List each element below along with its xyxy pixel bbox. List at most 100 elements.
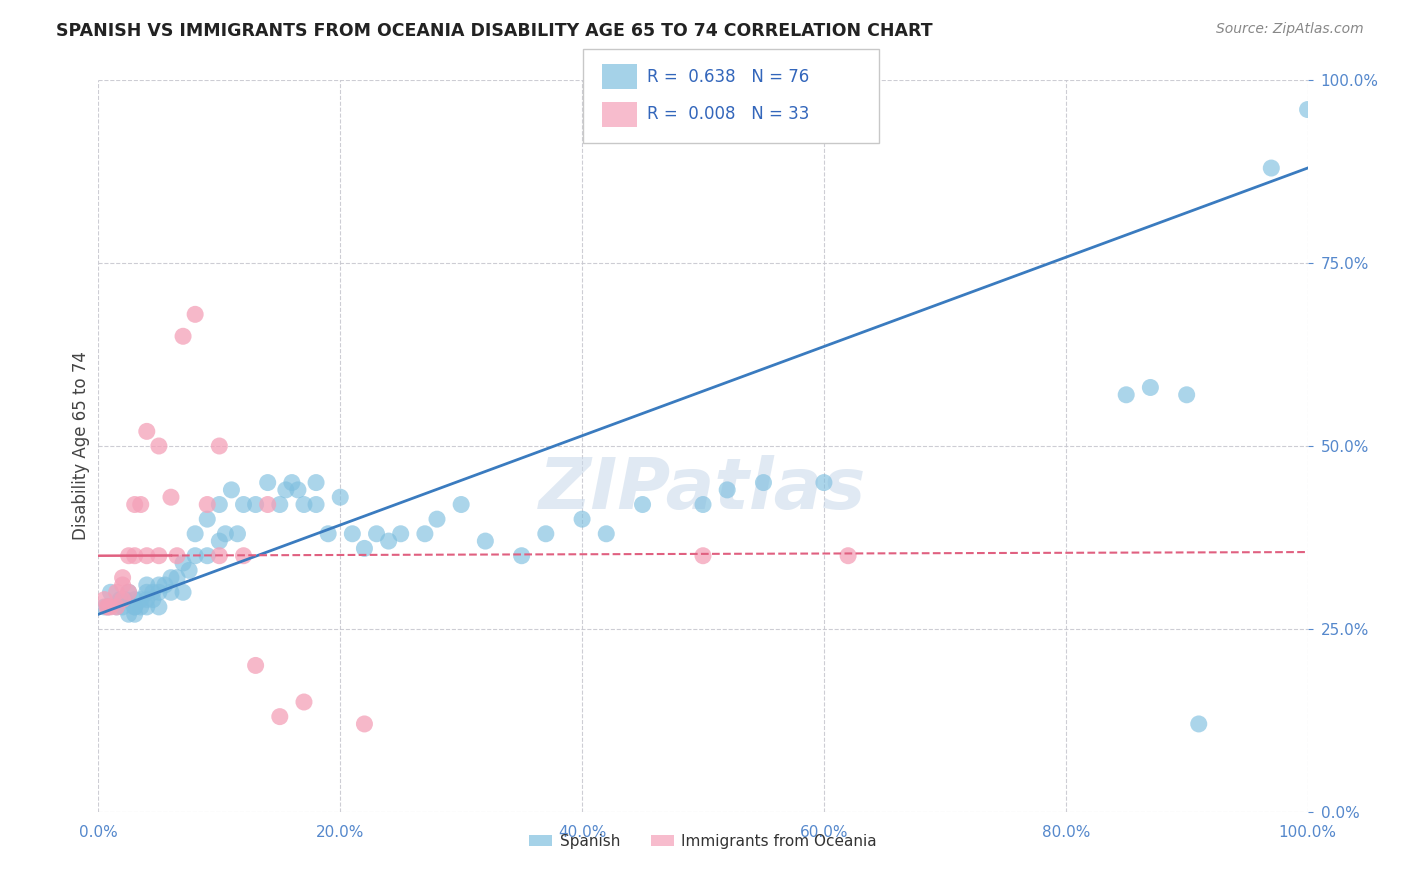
Point: [269, 498, 291, 512]
Point: [93, 592, 115, 607]
Point: [342, 526, 364, 541]
Point: [124, 592, 146, 607]
Point: [124, 549, 146, 563]
Legend: Spanish, Immigrants from Oceania: Spanish, Immigrants from Oceania: [523, 828, 883, 855]
Point: [166, 549, 188, 563]
Text: R =  0.008   N = 33: R = 0.008 N = 33: [647, 105, 808, 123]
Point: [129, 599, 152, 614]
Point: [105, 585, 128, 599]
Point: [195, 549, 218, 563]
Point: [1296, 103, 1319, 117]
Point: [93, 599, 115, 614]
Point: [148, 549, 170, 563]
Point: [221, 483, 243, 497]
Point: [118, 607, 141, 622]
Point: [118, 585, 141, 599]
Point: [208, 498, 231, 512]
Point: [692, 549, 714, 563]
Point: [1188, 717, 1211, 731]
Point: [256, 475, 278, 490]
Point: [184, 549, 207, 563]
Point: [837, 549, 859, 563]
Point: [269, 709, 291, 723]
Point: [111, 592, 134, 607]
Point: [366, 526, 388, 541]
Point: [377, 534, 399, 549]
Point: [148, 585, 170, 599]
Point: [752, 475, 775, 490]
Point: [208, 549, 231, 563]
Point: [245, 658, 267, 673]
Point: [124, 498, 146, 512]
Point: [292, 498, 315, 512]
Point: [631, 498, 654, 512]
Point: [1139, 380, 1161, 394]
Text: SPANISH VS IMMIGRANTS FROM OCEANIA DISABILITY AGE 65 TO 74 CORRELATION CHART: SPANISH VS IMMIGRANTS FROM OCEANIA DISAB…: [56, 22, 932, 40]
Point: [510, 549, 533, 563]
Point: [195, 512, 218, 526]
Point: [105, 599, 128, 614]
Point: [100, 585, 122, 599]
Point: [148, 599, 170, 614]
Point: [172, 329, 194, 343]
Point: [184, 307, 207, 321]
Point: [1115, 388, 1137, 402]
Point: [274, 483, 297, 497]
Point: [97, 599, 120, 614]
Point: [124, 599, 146, 614]
Point: [172, 585, 194, 599]
Point: [114, 592, 136, 607]
Point: [135, 549, 157, 563]
Point: [281, 475, 304, 490]
Point: [172, 556, 194, 570]
Point: [148, 578, 170, 592]
Point: [124, 607, 146, 622]
Point: [135, 578, 157, 592]
Point: [305, 475, 328, 490]
Point: [1260, 161, 1282, 175]
Point: [813, 475, 835, 490]
Y-axis label: Disability Age 65 to 74: Disability Age 65 to 74: [72, 351, 90, 541]
Point: [208, 439, 231, 453]
Point: [692, 498, 714, 512]
Point: [96, 599, 118, 614]
Point: [105, 599, 128, 614]
Point: [353, 541, 375, 556]
Point: [716, 483, 738, 497]
Point: [160, 585, 183, 599]
Text: Source: ZipAtlas.com: Source: ZipAtlas.com: [1216, 22, 1364, 37]
Point: [135, 599, 157, 614]
Point: [129, 498, 152, 512]
Point: [160, 571, 183, 585]
Point: [166, 571, 188, 585]
Point: [450, 498, 472, 512]
Point: [111, 571, 134, 585]
Point: [389, 526, 412, 541]
Point: [135, 425, 157, 439]
Point: [184, 526, 207, 541]
Point: [111, 578, 134, 592]
Point: [100, 599, 122, 614]
Point: [214, 526, 236, 541]
Point: [1175, 388, 1198, 402]
Point: [232, 549, 254, 563]
Point: [413, 526, 436, 541]
Point: [135, 585, 157, 599]
Point: [305, 498, 328, 512]
Point: [474, 534, 496, 549]
Point: [287, 483, 309, 497]
Point: [111, 599, 134, 614]
Point: [124, 599, 146, 614]
Point: [179, 563, 201, 577]
Point: [148, 439, 170, 453]
Point: [195, 498, 218, 512]
Point: [426, 512, 449, 526]
Point: [232, 498, 254, 512]
Point: [571, 512, 593, 526]
Point: [329, 490, 352, 504]
Point: [353, 717, 375, 731]
Point: [208, 534, 231, 549]
Point: [595, 526, 617, 541]
Point: [256, 498, 278, 512]
Point: [118, 549, 141, 563]
